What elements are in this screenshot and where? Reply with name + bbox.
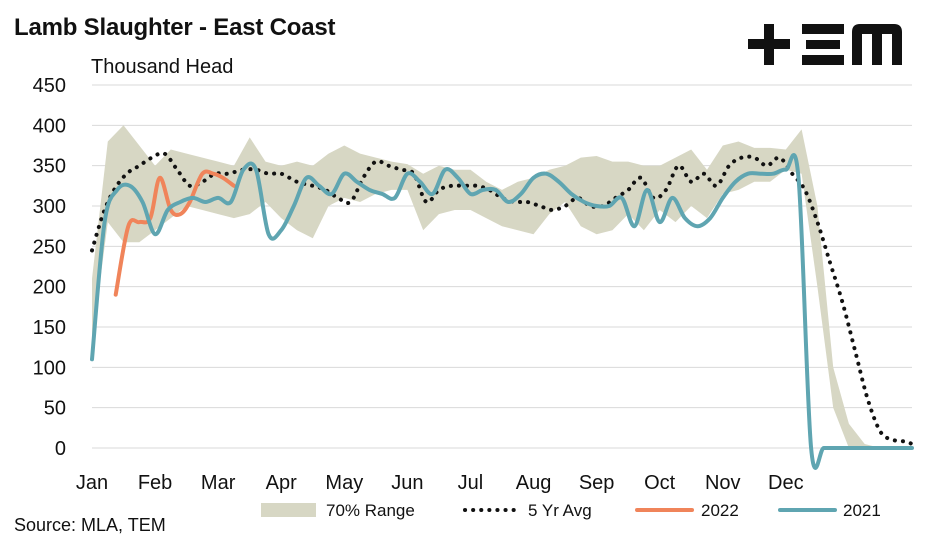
legend-label-2021: 2021 [843, 501, 881, 520]
y-tick-label: 100 [33, 357, 66, 379]
series-line-5-yr-avg [90, 151, 914, 446]
x-tick-label: Apr [266, 472, 297, 494]
y-tick-label: 250 [33, 236, 66, 258]
x-tick-label: Jan [76, 472, 108, 494]
source-note: Source: MLA, TEM [14, 515, 166, 535]
y-tick-label: 50 [44, 398, 66, 420]
chart-title: Lamb Slaughter - East Coast [14, 14, 336, 41]
x-tick-label: Nov [705, 472, 741, 494]
legend-label-avg: 5 Yr Avg [528, 501, 592, 520]
legend-label-2022: 2022 [701, 501, 739, 520]
y-tick-label: 200 [33, 277, 66, 299]
x-tick-label: Mar [201, 472, 236, 494]
x-tick-label: Oct [644, 472, 676, 494]
legend-label-range: 70% Range [326, 501, 415, 520]
y-tick-label: 150 [33, 317, 66, 339]
y-axis-unit-label: Thousand Head [91, 56, 234, 78]
y-axis: 0 50 100 150 200 250 300 350 400 450 [33, 75, 66, 460]
legend-swatch-range [261, 503, 316, 517]
y-tick-label: 400 [33, 115, 66, 137]
range-band [92, 125, 912, 449]
x-tick-label: Feb [138, 472, 172, 494]
x-tick-label: Sep [579, 472, 615, 494]
y-tick-label: 450 [33, 75, 66, 97]
x-axis: Jan Feb Mar Apr May Jun Jul Aug Sep Oct Nov Dec [76, 472, 804, 494]
gridlines [92, 84, 912, 449]
tem-logo [748, 22, 904, 73]
series-line-2021 [90, 153, 914, 470]
x-tick-label: Dec [768, 472, 804, 494]
legend: 70% Range 5 Yr Avg 2022 2021 [261, 501, 881, 520]
x-tick-label: May [325, 472, 363, 494]
x-tick-label: Jun [391, 472, 423, 494]
x-tick-label: Aug [516, 472, 552, 494]
x-tick-label: Jul [458, 472, 484, 494]
y-tick-label: 0 [55, 438, 66, 460]
series-layer [90, 151, 914, 470]
y-tick-label: 350 [33, 156, 66, 178]
y-tick-label: 300 [33, 196, 66, 218]
range-band-layer [92, 125, 912, 449]
series-line-2022 [113, 169, 236, 297]
